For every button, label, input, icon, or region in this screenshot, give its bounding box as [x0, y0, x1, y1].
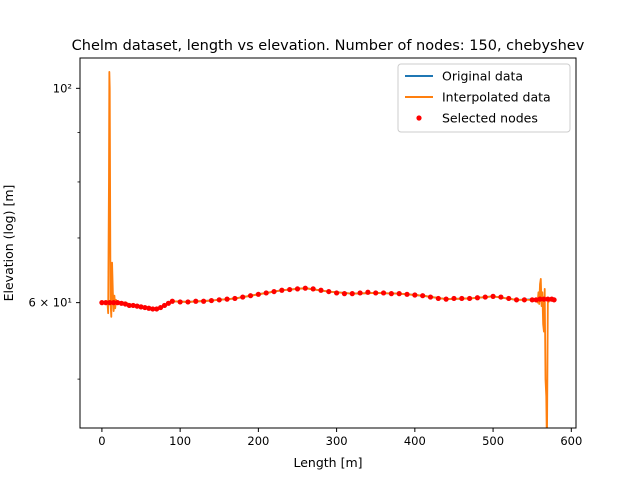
selected-node-point	[165, 300, 171, 306]
selected-node-point	[107, 300, 113, 306]
legend-nodes-label: Selected nodes	[442, 111, 538, 126]
selected-node-point	[201, 298, 207, 304]
selected-node-point	[157, 304, 164, 311]
selected-node-point	[255, 291, 261, 297]
selected-node-point	[459, 295, 465, 302]
selected-node-point	[373, 290, 379, 296]
x-tick-label-300: 300	[326, 434, 348, 448]
x-tick-label-0: 0	[98, 434, 105, 448]
selected-node-point	[506, 295, 512, 302]
selected-node-point	[287, 286, 293, 293]
selected-node-point	[154, 306, 160, 312]
selected-node-point	[240, 294, 246, 300]
y-tick-label-100: 10²	[53, 81, 72, 95]
legend-nodes-swatch	[416, 115, 422, 121]
selected-node-point	[247, 293, 254, 299]
selected-node-point	[551, 297, 557, 303]
legend: Original data Interpolated data Selected…	[397, 63, 571, 133]
selected-node-point	[537, 296, 543, 302]
legend-original-label: Original data	[442, 69, 523, 84]
selected-node-point	[279, 287, 285, 293]
selected-node-point	[326, 288, 332, 295]
selected-node-point	[420, 293, 426, 299]
selected-node-point	[114, 300, 121, 306]
selected-node-point	[224, 296, 230, 302]
legend-box	[397, 63, 571, 133]
selected-node-point	[134, 303, 140, 309]
series-layer	[99, 70, 557, 428]
selected-node-point	[451, 295, 457, 302]
selected-node-point	[294, 286, 301, 292]
x-tick-label-100: 100	[169, 434, 191, 448]
selected-node-point	[150, 306, 156, 312]
selected-node-point	[521, 297, 527, 303]
selected-node-point	[208, 297, 215, 304]
axes: 0 100 200 300 400 500 600 6 × 10¹ 10²	[28, 57, 582, 448]
selected-node-point	[490, 293, 496, 299]
chart-title: Chelm dataset, length vs elevation. Numb…	[72, 38, 585, 54]
x-tick-label-400: 400	[404, 434, 426, 448]
selected-node-point	[122, 301, 128, 307]
selected-node-point	[99, 300, 105, 306]
selected-node-point	[474, 295, 481, 301]
selected-node-point	[380, 290, 387, 296]
selected-node-point	[146, 305, 152, 311]
selected-node-point	[103, 300, 109, 306]
selected-node-point	[193, 298, 199, 304]
selected-node-point	[435, 295, 441, 302]
selected-node-point	[169, 298, 175, 304]
selected-node-point	[263, 290, 269, 296]
selected-node-point	[349, 291, 355, 297]
selected-node-point	[216, 297, 222, 303]
selected-node-point	[130, 302, 136, 309]
selected-node-point	[142, 304, 148, 311]
selected-node-point	[118, 300, 125, 306]
selected-node-point	[232, 295, 238, 302]
y-axis-label: Elevation (log) [m]	[1, 185, 16, 302]
selected-node-point	[482, 294, 488, 300]
selected-node-point	[427, 294, 434, 300]
axes-frame	[79, 57, 577, 429]
selected-node-point	[126, 302, 132, 309]
selected-node-point	[177, 299, 183, 305]
selected-node-point	[111, 300, 117, 306]
y-tick-label-60: 6 × 10¹	[28, 296, 72, 310]
selected-node-point	[443, 296, 449, 302]
selected-node-point	[271, 288, 277, 295]
x-axis-label: Length [m]	[293, 455, 362, 470]
x-tick-label-500: 500	[482, 434, 504, 448]
selected-node-point	[334, 290, 340, 296]
selected-node-point	[388, 291, 394, 297]
legend-interpolated-label: Interpolated data	[442, 90, 551, 105]
selected-node-point	[404, 291, 410, 297]
selected-node-point	[310, 286, 316, 292]
selected-node-point	[161, 302, 168, 309]
selected-node-point	[138, 304, 144, 310]
selected-node-point	[318, 287, 324, 293]
selected-node-point	[412, 292, 418, 298]
selected-node-point	[513, 297, 520, 303]
selected-node-point	[529, 297, 535, 303]
selected-node-point	[357, 290, 363, 296]
selected-node-point	[396, 291, 402, 297]
selected-node-point	[341, 291, 348, 297]
x-tick-label-200: 200	[247, 434, 269, 448]
x-tick-label-600: 600	[560, 434, 582, 448]
selected-node-point	[365, 289, 371, 295]
selected-node-point	[533, 297, 539, 303]
selected-node-point	[185, 299, 191, 305]
selected-node-point	[498, 294, 504, 300]
selected-node-point	[545, 296, 551, 302]
selected-node-point	[302, 285, 308, 291]
selected-node-point	[541, 296, 547, 302]
selected-node-point	[467, 295, 473, 302]
